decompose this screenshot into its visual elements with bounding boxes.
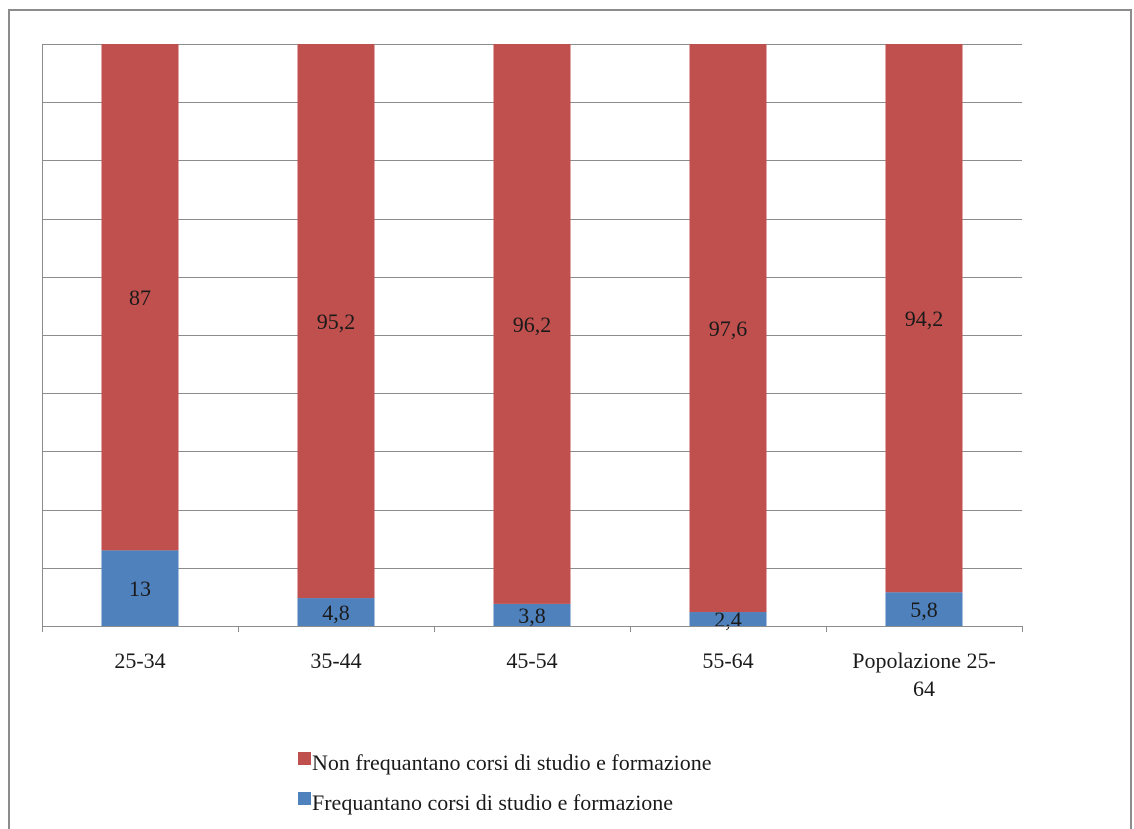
x-tick-label: Popolazione 25-64 xyxy=(852,648,996,701)
legend-swatch xyxy=(298,792,311,805)
bar-frequentano-3 xyxy=(493,603,571,626)
chart-frame xyxy=(8,9,1132,829)
data-label: 96,2 xyxy=(513,312,552,337)
bars xyxy=(101,44,963,626)
data-label: 94,2 xyxy=(905,306,944,331)
bar-frequentano-4 xyxy=(689,612,767,626)
x-tick-labels: 25-34 35-44 45-54 55-64 Popolazione 25-64 xyxy=(114,648,995,701)
bar-frequentano-1 xyxy=(101,550,179,626)
x-tick-label: 45-54 xyxy=(506,648,557,673)
bar-non-frequentano-3 xyxy=(493,44,571,604)
bar-non-frequentano-2 xyxy=(297,44,375,599)
bar-non-frequentano-4 xyxy=(689,44,767,613)
data-label: 5,8 xyxy=(910,597,938,622)
data-label: 95,2 xyxy=(317,309,356,334)
legend-label: Frequantano corsi di studio e formazione xyxy=(312,790,673,815)
data-label: 97,6 xyxy=(709,316,748,341)
bar-non-frequentano-5 xyxy=(885,44,963,593)
data-label: 87 xyxy=(129,285,151,310)
x-tick-label: 55-64 xyxy=(702,648,753,673)
data-label: 13 xyxy=(129,576,151,601)
data-label: 3,8 xyxy=(518,603,546,628)
legend: Non frequantano corsi di studio e formaz… xyxy=(298,750,712,815)
data-labels: 13 87 4,8 95,2 3,8 96,2 2,4 97,6 5,8 94,2 xyxy=(129,285,943,632)
bar-frequentano-5 xyxy=(885,592,963,626)
bar-frequentano-2 xyxy=(297,598,375,626)
legend-label: Non frequantano corsi di studio e formaz… xyxy=(312,750,712,775)
bar-non-frequentano-1 xyxy=(101,44,179,551)
x-tick-label: 35-44 xyxy=(310,648,361,673)
legend-swatch xyxy=(298,752,311,765)
data-label: 2,4 xyxy=(714,607,742,632)
data-label: 4,8 xyxy=(322,600,350,625)
x-tick-label: 25-34 xyxy=(114,648,165,673)
